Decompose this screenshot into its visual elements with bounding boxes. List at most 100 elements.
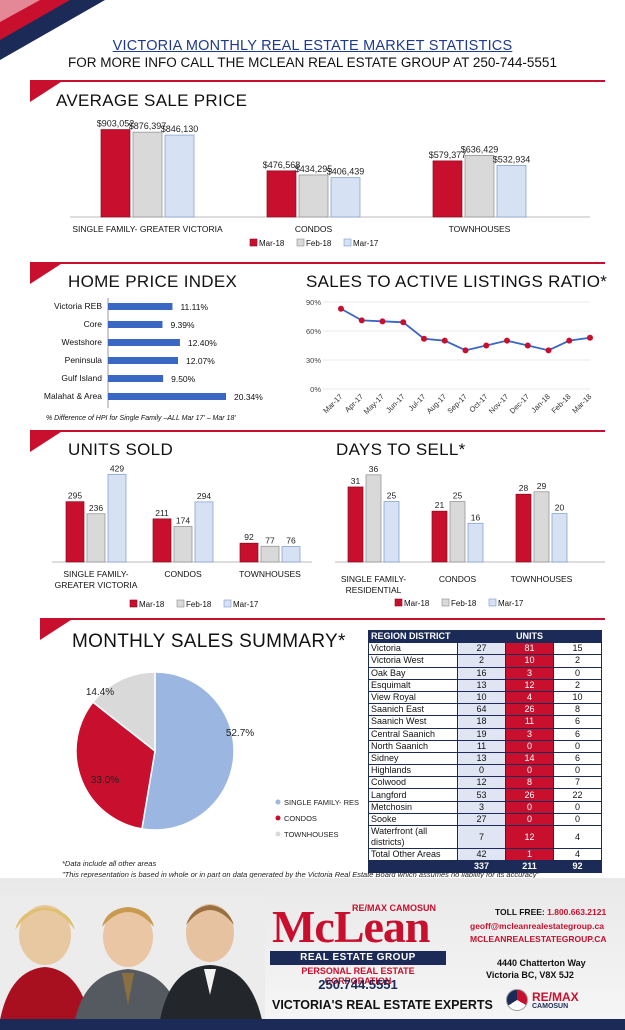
units-b: 1 (505, 847, 554, 862)
ratio-point-12 (587, 334, 593, 341)
units-b: 26 (505, 788, 554, 802)
region-name: Metchosin (368, 800, 458, 814)
bar-1-0 (152, 518, 172, 563)
page-subtitle: FOR MORE INFO CALL THE MCLEAN REAL ESTAT… (68, 55, 557, 70)
website-link[interactable]: MCLEANREALESTATEGROUP.CA (470, 934, 607, 944)
units-b: 3 (505, 727, 554, 741)
units-c: 6 (553, 715, 602, 729)
real-estate-group-bar: REAL ESTATE GROUP (270, 951, 446, 965)
ratio-ytick-3: 90% (306, 298, 321, 307)
phone-number[interactable]: 250.744.5551 (318, 977, 398, 992)
region-district-table: REGION DISTRICT UNITS Victoria 27 81 15 Vict… (368, 629, 602, 874)
total-label (368, 860, 458, 874)
bar-label-1-1: 25 (453, 490, 463, 500)
units-a: 13 (457, 751, 506, 766)
toll-free-number[interactable]: 1.800.663.2121 (547, 907, 607, 917)
units-a: 3 (457, 800, 506, 814)
bar-label-0-1: 36 (369, 464, 379, 474)
region-name: Oak Bay (368, 666, 458, 680)
units-b: 4 (505, 690, 554, 705)
legend-swatch-1 (296, 238, 305, 247)
table-row: Sidney 13 14 6 (368, 751, 602, 766)
total-a: 337 (457, 860, 506, 874)
region-name: View Royal (368, 690, 458, 705)
bar-0-0 (65, 501, 85, 563)
region-name: Langford (368, 788, 458, 802)
table-row: Total Other Areas 42 1 4 (368, 847, 602, 862)
ratio-point-6 (462, 347, 469, 354)
bar-0-0 (347, 486, 364, 563)
units-c: 4 (553, 825, 602, 849)
category-label-2: TOWNHOUSES (511, 574, 573, 584)
legend-swatch-2 (343, 238, 352, 247)
bar-0-2 (383, 501, 400, 563)
ratio-point-1 (358, 317, 365, 324)
ratio-xtick-11: Feb-18 (549, 392, 572, 415)
toll-free-label: TOLL FREE: (495, 907, 545, 917)
bar-2-2 (551, 513, 568, 563)
units-c: 6 (553, 727, 602, 741)
ratio-xtick-9: Dec-17 (508, 392, 531, 415)
address-line-2: Victoria BC, V8X 5J2 (486, 970, 574, 980)
pie-label-1: 33.0% (91, 775, 119, 786)
corp-label: PERSONAL REAL ESTATE CORPORATION (301, 966, 415, 986)
ratio-point-11 (566, 337, 573, 344)
hpi-bar-2 (108, 339, 180, 346)
bar-1-2 (194, 501, 214, 563)
units-b: 12 (505, 678, 554, 692)
bar-label-2-0: $579,377 (429, 150, 467, 160)
bar-2-0 (239, 542, 259, 563)
legend-label-2: Mar-17 (353, 239, 379, 248)
units-a: 18 (457, 715, 506, 729)
legend-swatch-0 (249, 238, 258, 247)
units-a: 10 (457, 690, 506, 705)
region-name: Colwood (368, 776, 458, 790)
section-rule-hpi (30, 262, 605, 264)
bar-2-2 (281, 546, 301, 563)
bar-label-2-0: 92 (244, 532, 254, 542)
tagline: VICTORIA'S REAL ESTATE EXPERTS (272, 998, 493, 1012)
region-name: Waterfront (all districts) (368, 825, 458, 849)
section-wedge-summary (40, 618, 74, 640)
units-c: 0 (553, 812, 602, 827)
pie-legend-label-0: SINGLE FAMILY- RES (284, 798, 359, 807)
section-rule-summary (40, 618, 605, 620)
ratio-point-3 (400, 319, 407, 326)
units-b: 26 (505, 703, 554, 717)
region-name: Highlands (368, 764, 458, 778)
bar-1-1 (173, 526, 193, 563)
bar-label-1-2: 294 (197, 491, 211, 501)
units-b: 81 (505, 642, 554, 656)
legend-swatch-2 (223, 599, 232, 608)
table-header-region: REGION DISTRICT (368, 629, 458, 644)
units-a: 19 (457, 727, 506, 741)
pie-slice-0 (141, 671, 235, 831)
bar-2-1 (533, 491, 550, 563)
legend-label-1: Feb-18 (186, 600, 212, 609)
bar-label-0-0: $903,052 (97, 119, 135, 129)
units-b: 0 (505, 812, 554, 827)
ratio-point-10 (545, 347, 552, 354)
bar-0-2 (107, 473, 127, 563)
bar-0-1 (365, 474, 382, 563)
bar-0-0 (100, 129, 131, 218)
hpi-bar-5 (108, 393, 226, 400)
email-link[interactable]: geoff@mcleanrealestategroup.ca (470, 921, 604, 931)
units-b: 3 (505, 666, 554, 680)
bar-2-0 (432, 160, 463, 218)
pie-label-0: 52.7% (226, 728, 254, 739)
bar-label-1-1: $434,295 (295, 164, 333, 174)
units-c: 0 (553, 764, 602, 778)
ratio-xtick-5: Aug-17 (425, 392, 448, 415)
units-a: 53 (457, 788, 506, 802)
region-name: North Saanich (368, 739, 458, 753)
bar-0-2 (164, 134, 195, 218)
category-label-0: SINGLE FAMILY- (63, 569, 128, 579)
hpi-value-3: 12.07% (186, 356, 215, 366)
pie-legend-swatch-0 (275, 799, 281, 805)
table-row: North Saanich 11 0 0 (368, 739, 602, 753)
bar-label-0-0: 295 (68, 491, 82, 501)
bar-label-2-2: 20 (555, 503, 565, 513)
table-row: Central Saanich 19 3 6 (368, 727, 602, 741)
